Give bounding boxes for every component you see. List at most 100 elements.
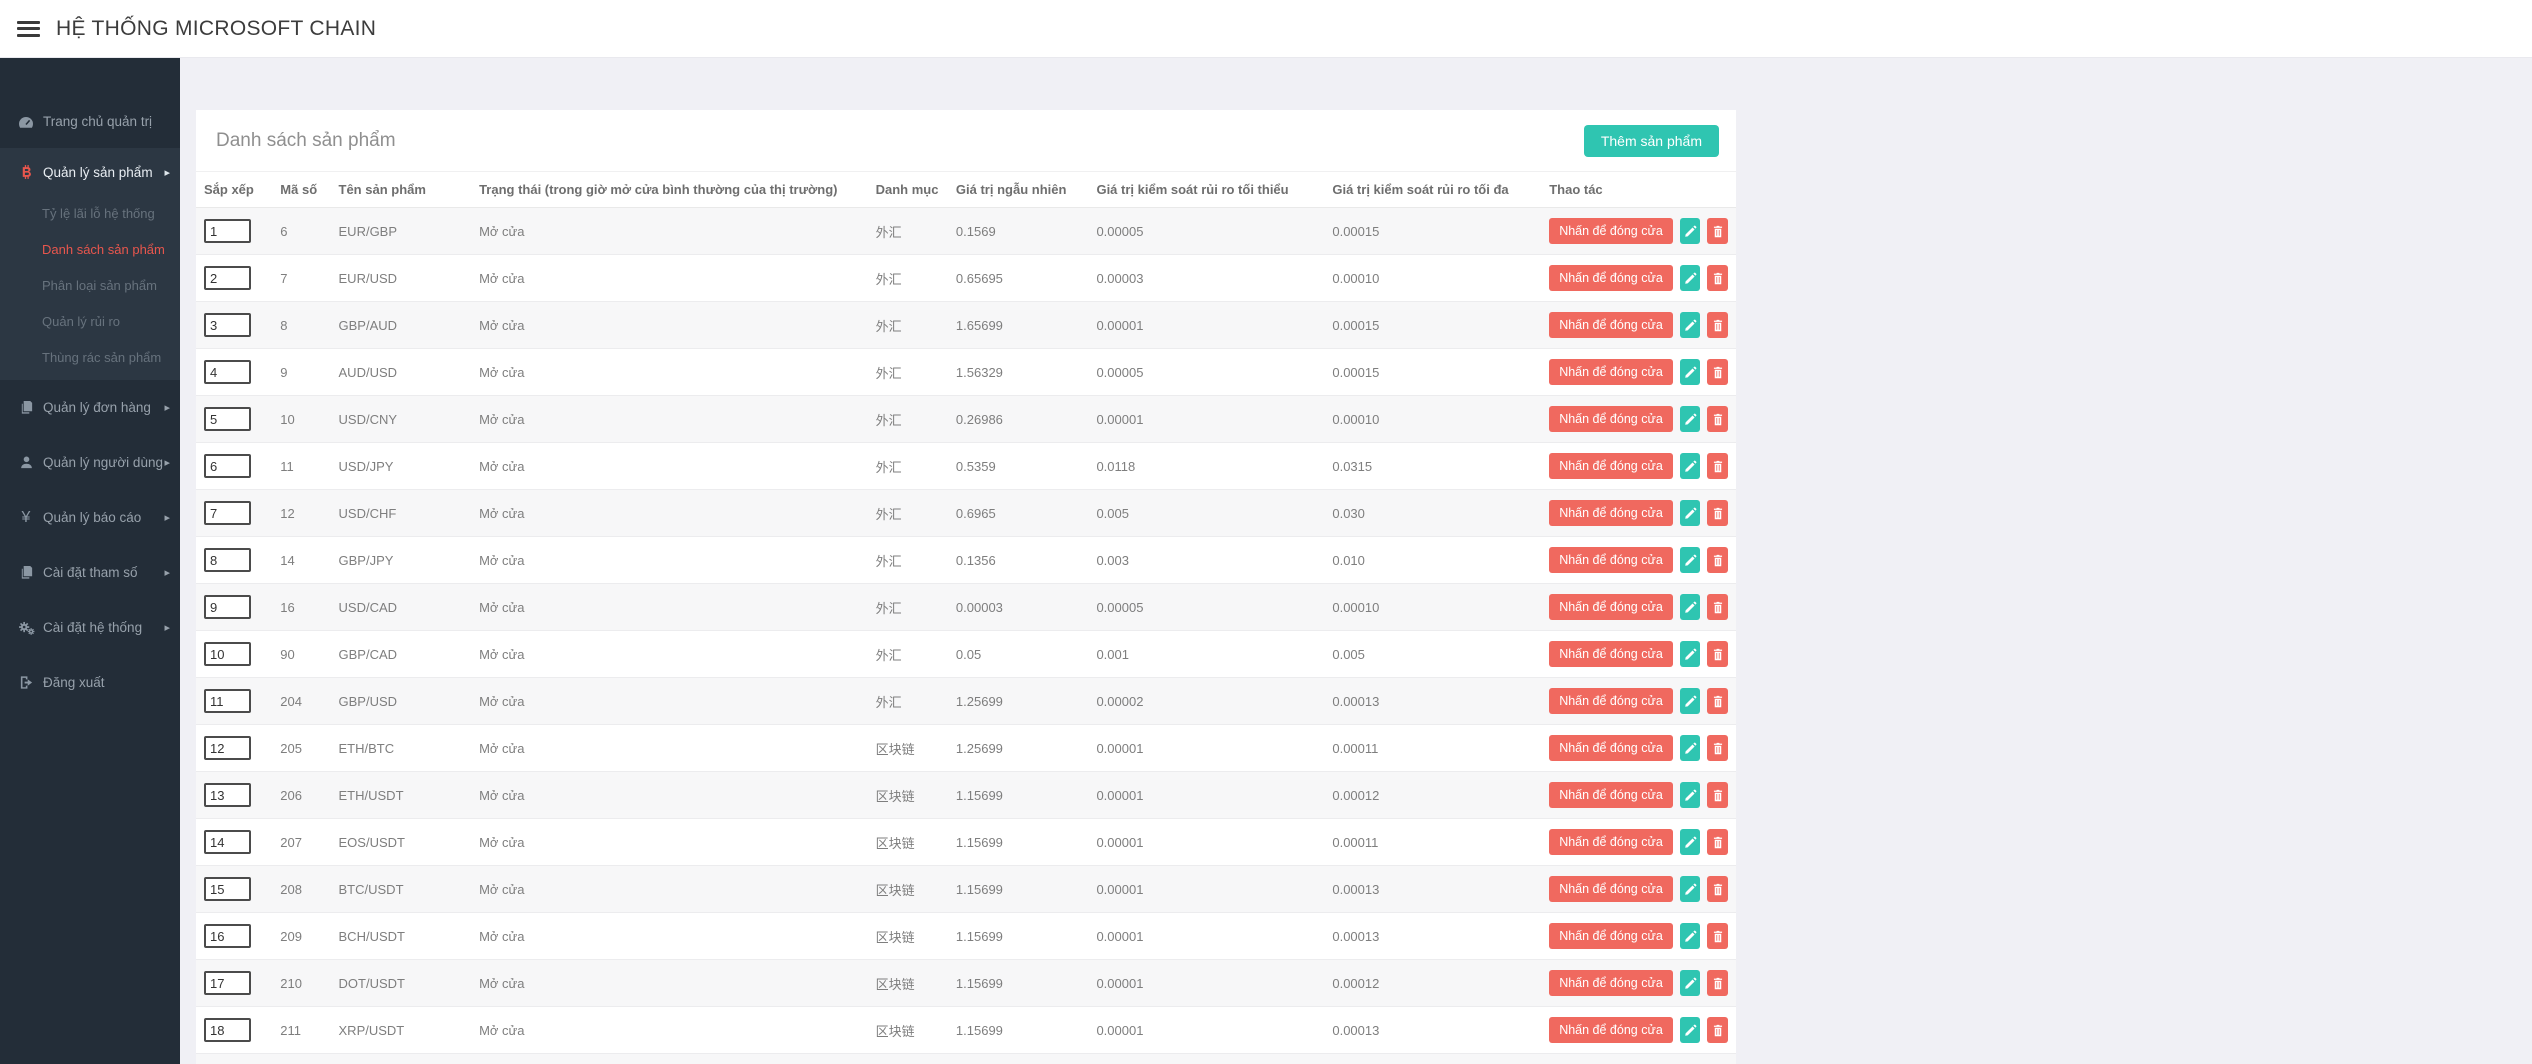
sidebar-subitem-product-trash[interactable]: Thùng rác sản phẩm: [0, 340, 180, 376]
edit-button[interactable]: [1680, 500, 1701, 526]
sidebar-subitem-product-list[interactable]: Danh sách sản phẩm: [0, 232, 180, 268]
pencil-icon: [1684, 1024, 1697, 1037]
sidebar-item-report-management[interactable]: ¥ Quản lý báo cáo ▸: [0, 490, 180, 545]
sort-input[interactable]: [204, 595, 251, 619]
sort-input[interactable]: [204, 830, 251, 854]
delete-button[interactable]: [1707, 218, 1728, 244]
sidebar-subitem-profit-loss-ratio[interactable]: Tỷ lệ lãi lỗ hệ thống: [0, 196, 180, 232]
random-value: 1.15699: [948, 866, 1089, 913]
sidebar-item-product-management[interactable]: Quản lý sản phẩm ▸: [0, 148, 180, 196]
hamburger-icon[interactable]: [17, 17, 40, 40]
sort-input[interactable]: [204, 877, 251, 901]
sidebar-item-label: Quản lý sản phẩm: [43, 165, 164, 180]
close-market-button[interactable]: Nhấn để đóng cửa: [1549, 547, 1673, 573]
close-market-button[interactable]: Nhấn để đóng cửa: [1549, 594, 1673, 620]
edit-button[interactable]: [1680, 876, 1701, 902]
sort-input[interactable]: [204, 642, 251, 666]
delete-button[interactable]: [1707, 735, 1728, 761]
close-market-button[interactable]: Nhấn để đóng cửa: [1549, 359, 1673, 385]
sort-input[interactable]: [204, 783, 251, 807]
sidebar-item-system-settings[interactable]: Cài đặt hệ thống ▸: [0, 600, 180, 655]
close-market-button[interactable]: Nhấn để đóng cửa: [1549, 688, 1673, 714]
sort-input[interactable]: [204, 360, 251, 384]
delete-button[interactable]: [1707, 547, 1728, 573]
close-market-button[interactable]: Nhấn để đóng cửa: [1549, 1017, 1673, 1043]
edit-button[interactable]: [1680, 218, 1701, 244]
edit-button[interactable]: [1680, 312, 1701, 338]
close-market-button[interactable]: Nhấn để đóng cửa: [1549, 876, 1673, 902]
edit-button[interactable]: [1680, 641, 1701, 667]
edit-button[interactable]: [1680, 359, 1701, 385]
product-category: 区块链: [868, 1054, 948, 1064]
close-market-button[interactable]: Nhấn để đóng cửa: [1549, 735, 1673, 761]
edit-button[interactable]: [1680, 782, 1701, 808]
edit-button[interactable]: [1680, 547, 1701, 573]
table-row: 204 GBP/USD Mở cửa 外汇 1.25699 0.00002 0.…: [196, 678, 1736, 725]
edit-button[interactable]: [1680, 923, 1701, 949]
col-header-sort: Sắp xếp: [196, 172, 272, 208]
delete-button[interactable]: [1707, 406, 1728, 432]
caret-right-icon: ▸: [164, 566, 170, 579]
close-market-button[interactable]: Nhấn để đóng cửa: [1549, 453, 1673, 479]
edit-button[interactable]: [1680, 265, 1701, 291]
add-product-button[interactable]: Thêm sản phẩm: [1584, 125, 1719, 157]
close-market-button[interactable]: Nhấn để đóng cửa: [1549, 312, 1673, 338]
close-market-button[interactable]: Nhấn để đóng cửa: [1549, 782, 1673, 808]
trash-icon: [1712, 319, 1724, 332]
close-market-button[interactable]: Nhấn để đóng cửa: [1549, 218, 1673, 244]
edit-button[interactable]: [1680, 688, 1701, 714]
sort-input[interactable]: [204, 736, 251, 760]
edit-button[interactable]: [1680, 970, 1701, 996]
delete-button[interactable]: [1707, 312, 1728, 338]
delete-button[interactable]: [1707, 1017, 1728, 1043]
sidebar-subitem-product-category[interactable]: Phân loại sản phẩm: [0, 268, 180, 304]
edit-button[interactable]: [1680, 594, 1701, 620]
sidebar-item-order-management[interactable]: Quản lý đơn hàng ▸: [0, 380, 180, 435]
sort-input[interactable]: [204, 313, 251, 337]
delete-button[interactable]: [1707, 782, 1728, 808]
sidebar-item-parameter-settings[interactable]: Cài đặt tham số ▸: [0, 545, 180, 600]
close-market-button[interactable]: Nhấn để đóng cửa: [1549, 641, 1673, 667]
delete-button[interactable]: [1707, 359, 1728, 385]
delete-button[interactable]: [1707, 970, 1728, 996]
edit-button[interactable]: [1680, 406, 1701, 432]
sort-input[interactable]: [204, 971, 251, 995]
sidebar-item-logout[interactable]: Đăng xuất: [0, 655, 180, 710]
sort-input[interactable]: [204, 924, 251, 948]
close-market-button[interactable]: Nhấn để đóng cửa: [1549, 265, 1673, 291]
edit-button[interactable]: [1680, 1017, 1701, 1043]
close-market-button[interactable]: Nhấn để đóng cửa: [1549, 406, 1673, 432]
sort-input[interactable]: [204, 266, 251, 290]
sort-input[interactable]: [204, 454, 251, 478]
close-market-button[interactable]: Nhấn để đóng cửa: [1549, 829, 1673, 855]
delete-button[interactable]: [1707, 876, 1728, 902]
close-market-button[interactable]: Nhấn để đóng cửa: [1549, 970, 1673, 996]
sort-input[interactable]: [204, 689, 251, 713]
sidebar-item-admin-home[interactable]: Trang chủ quản trị: [0, 95, 180, 148]
edit-button[interactable]: [1680, 735, 1701, 761]
delete-button[interactable]: [1707, 923, 1728, 949]
delete-button[interactable]: [1707, 688, 1728, 714]
random-value: 1.15699: [948, 1007, 1089, 1054]
product-status: Mở cửa: [471, 631, 868, 678]
delete-button[interactable]: [1707, 265, 1728, 291]
sidebar-subitem-risk-management[interactable]: Quản lý rủi ro: [0, 304, 180, 340]
product-code: 14: [272, 537, 330, 584]
sort-input[interactable]: [204, 219, 251, 243]
sort-input[interactable]: [204, 407, 251, 431]
sort-input[interactable]: [204, 1018, 251, 1042]
sort-input[interactable]: [204, 501, 251, 525]
delete-button[interactable]: [1707, 594, 1728, 620]
edit-button[interactable]: [1680, 453, 1701, 479]
delete-button[interactable]: [1707, 641, 1728, 667]
delete-button[interactable]: [1707, 829, 1728, 855]
delete-button[interactable]: [1707, 500, 1728, 526]
edit-button[interactable]: [1680, 829, 1701, 855]
random-value: 0.26986: [948, 396, 1089, 443]
sort-input[interactable]: [204, 548, 251, 572]
close-market-button[interactable]: Nhấn để đóng cửa: [1549, 500, 1673, 526]
sidebar-item-user-management[interactable]: Quản lý người dùng ▸: [0, 435, 180, 490]
product-name: EUR/GBP: [331, 208, 472, 255]
delete-button[interactable]: [1707, 453, 1728, 479]
close-market-button[interactable]: Nhấn để đóng cửa: [1549, 923, 1673, 949]
